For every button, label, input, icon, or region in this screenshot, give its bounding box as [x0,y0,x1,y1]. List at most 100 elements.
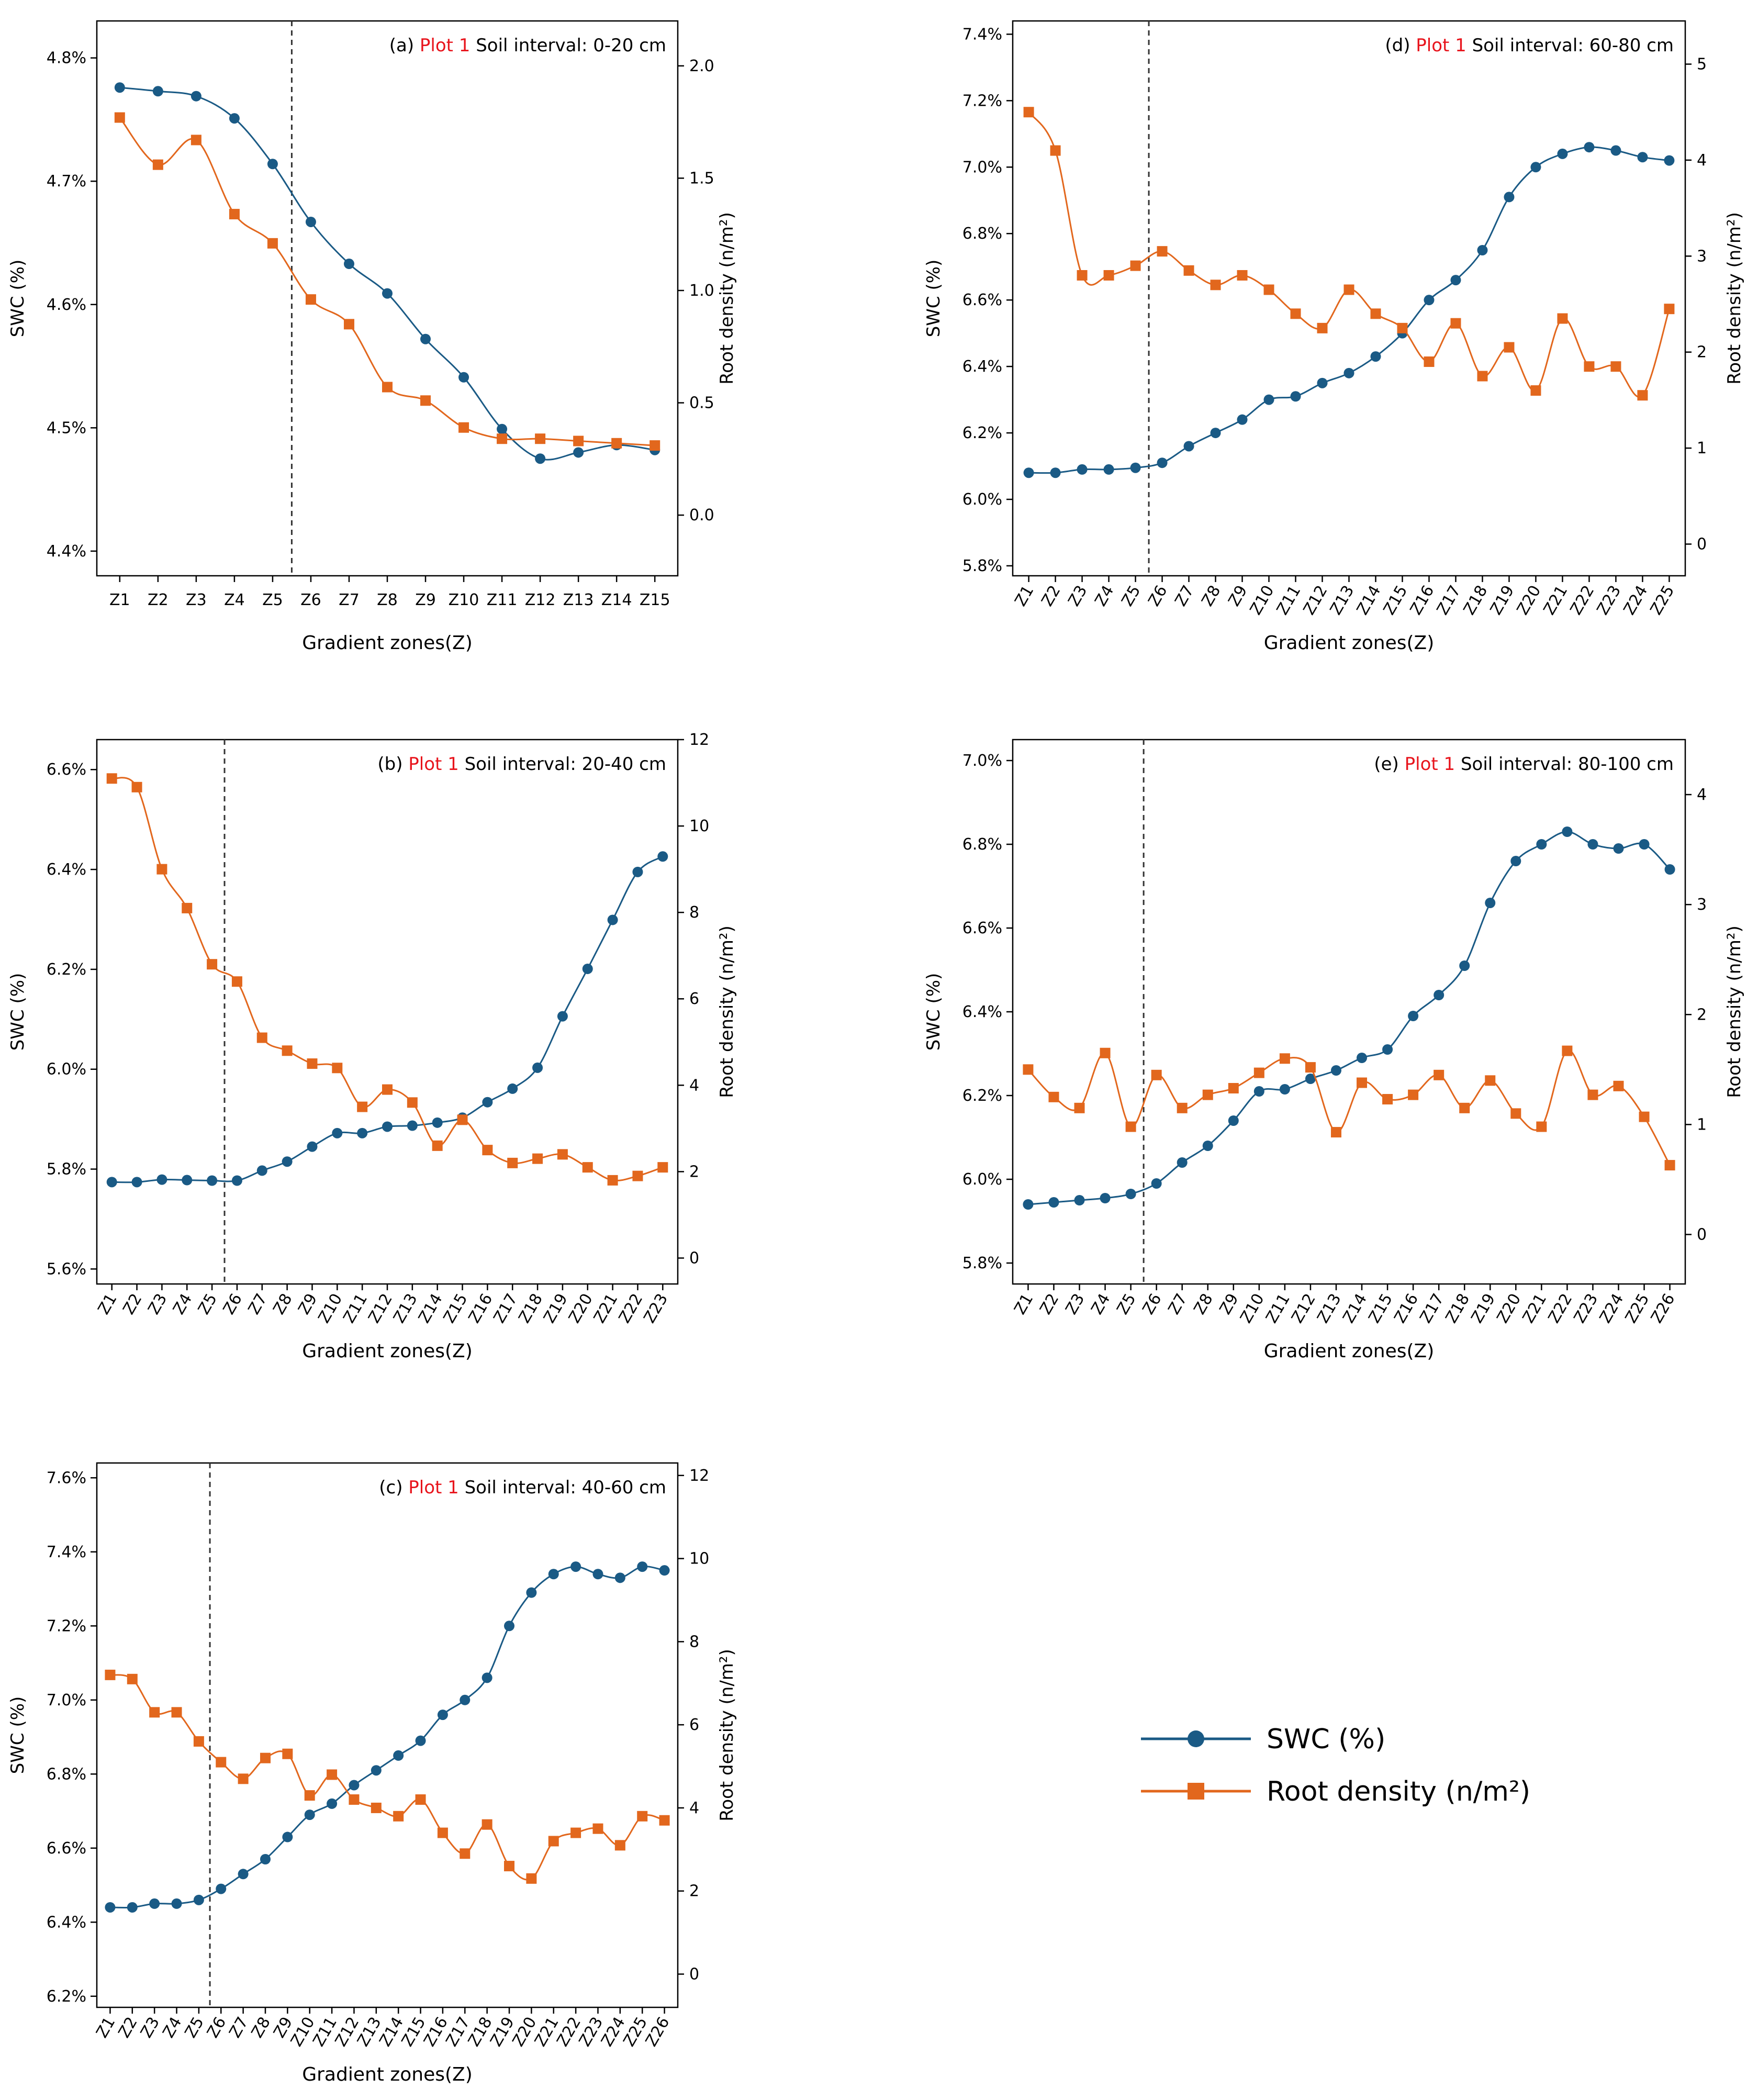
x-tick-label: Z6 [204,2014,230,2041]
panel-a: 4.4% 4.5% 4.6% 4.7% 4.8% 0.0 0.5 1.0 1.5 2.0 Z1 Z2 Z… [7,20,737,654]
root-density-point [105,1669,116,1680]
swc-point [1202,1141,1213,1151]
x-tick-label: Z17 [1416,1291,1448,1326]
swc-point [256,1165,267,1176]
x-tick-label: Z6 [1139,1291,1165,1318]
x-tick-label: Z17 [443,2014,474,2050]
y-tick-label: 7.2% [47,1617,86,1635]
y2-tick-label: 2 [1697,1006,1707,1024]
root-density-point [611,438,622,449]
swc-point [307,1141,318,1152]
plot-frame [1012,20,1686,577]
y2-axis-title: Root density (n/m²) [716,925,737,1098]
root-density-point [1237,270,1248,281]
x-tick-label: Z14 [1353,583,1385,618]
x-tick-label: Z14 [415,1291,446,1326]
y-tick-label: 4.8% [47,49,86,68]
swc-point [1237,414,1248,425]
root-density-point [1157,246,1168,257]
swc-point [548,1569,559,1580]
root-density-point [1408,1089,1419,1100]
interval-label: Soil interval: 60-80 cm [1466,35,1674,56]
root-density-point [592,1823,603,1834]
root-density-point [382,382,393,393]
x-axis-title: Gradient zones(Z) [302,1341,473,1362]
y-tick-label: 4.7% [47,172,86,191]
root-density-point [1610,361,1621,372]
panel-title: (b) Plot 1 Soil interval: 20-40 cm [377,754,666,775]
plot-label: Plot 1 [1416,35,1466,56]
y-tick-label: 6.8% [962,225,1002,243]
root-density-point [607,1175,618,1186]
x-tick-label: Z3 [1062,1291,1088,1318]
root-density-point [415,1794,426,1805]
x-tick-label: Z2 [115,2014,141,2041]
root-density-point [582,1162,593,1173]
root-density-point [504,1861,515,1872]
x-tick-label: Z10 [315,1291,346,1326]
y2-tick-label: 0 [1697,1225,1707,1244]
x-tick-label: Z4 [1091,583,1117,610]
root-density-point [216,1757,227,1768]
root-density-point [1263,284,1274,295]
plot-frame [1012,739,1686,1285]
interval-label: Soil interval: 0-20 cm [470,35,666,56]
swc-point [1610,145,1621,156]
x-tick-label: Z13 [563,591,594,609]
root-density-point [507,1157,518,1168]
x-tick-label: Z16 [1391,1291,1422,1326]
root-density-point [1228,1083,1239,1094]
swc-point [592,1569,603,1580]
swc-point [1157,457,1168,468]
swc-point [1263,394,1274,405]
root-density-point [131,781,142,792]
swc-point [1023,467,1034,478]
x-tick-label: Z9 [1225,583,1251,610]
root-density-point [437,1827,448,1838]
root-density-point [659,1815,670,1826]
y2-tick-label: 4 [689,1799,699,1817]
x-tick-label: Z22 [553,2014,585,2050]
x-tick-label: Z7 [1164,1291,1191,1318]
x-axis-title: Gradient zones(Z) [1264,632,1435,654]
root-density-point [332,1063,343,1074]
x-tick-label: Z18 [465,2014,496,2050]
plot-label: Plot 1 [408,754,459,775]
swc-point [305,216,316,227]
root-density-point [349,1794,360,1805]
swc-point [504,1621,515,1632]
root-density-point [1130,260,1141,271]
y-tick-label: 6.6% [962,291,1002,309]
swc-point [1450,275,1461,286]
panel-title: (a) Plot 1 Soil interval: 0-20 cm [389,35,666,56]
y-axis-title: SWC (%) [923,973,944,1051]
y2-tick-label: 0 [689,1249,699,1267]
x-tick-label: Z11 [487,591,518,609]
x-tick-label: Z15 [1380,583,1412,618]
swc-point [1587,839,1598,850]
x-tick-label: Z25 [620,2014,651,2050]
swc-point [1637,152,1648,163]
x-tick-label: Z3 [1065,583,1091,610]
root-density-point [1279,1053,1290,1064]
x-tick-label: Z11 [340,1291,371,1326]
y2-tick-label: 2 [689,1163,699,1181]
x-tick-label: Z4 [170,1291,196,1318]
swc-point [1382,1044,1393,1055]
x-tick-label: Z11 [309,2014,341,2050]
root-density-point [282,1748,293,1759]
root-density-point [1382,1094,1393,1105]
x-tick-label: Z9 [415,591,436,609]
swc-point [1290,391,1301,402]
interval-label: Soil interval: 80-100 cm [1455,754,1674,775]
y-tick-label: 7.6% [47,1469,86,1487]
root-density-point [1639,1111,1650,1122]
swc-line [1028,146,1670,474]
y-tick-label: 6.0% [962,1170,1002,1189]
y-axis-title: SWC (%) [923,260,944,338]
y-tick-label: 6.6% [962,919,1002,937]
panel-title: (c) Plot 1 Soil interval: 40-60 cm [379,1477,666,1498]
y2-tick-label: 10 [689,1550,709,1568]
root-density-point [557,1149,568,1160]
